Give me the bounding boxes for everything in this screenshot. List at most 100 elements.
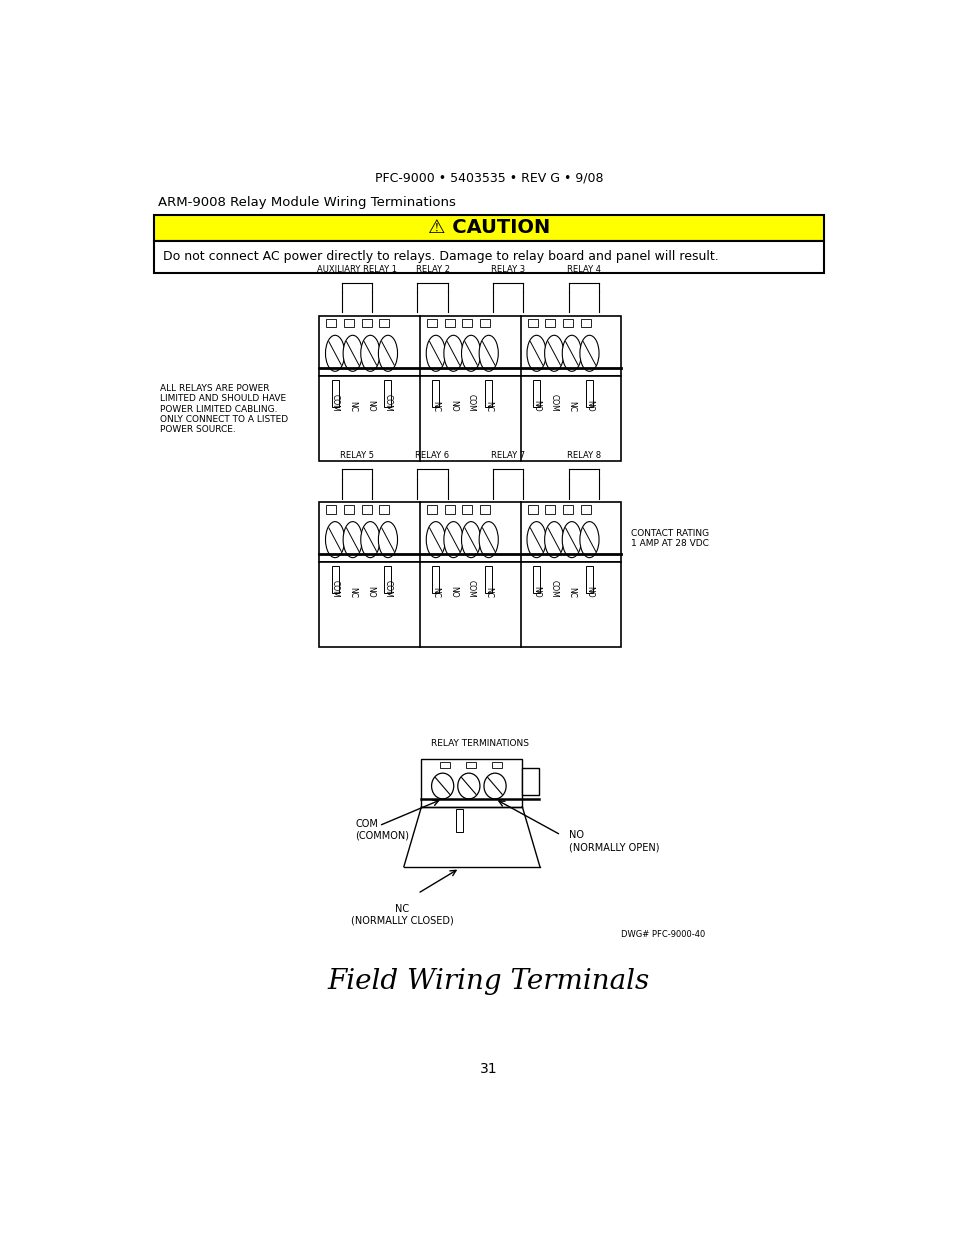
- Bar: [444, 319, 455, 327]
- Bar: [545, 319, 555, 327]
- Bar: [332, 566, 338, 593]
- Text: NC
(NORMALLY CLOSED): NC (NORMALLY CLOSED): [351, 904, 453, 925]
- Bar: [527, 505, 537, 514]
- Bar: [343, 505, 354, 514]
- Text: NC: NC: [484, 587, 493, 598]
- Text: AUXILIARY RELAY 1: AUXILIARY RELAY 1: [316, 264, 396, 274]
- Bar: [585, 379, 593, 406]
- Bar: [462, 319, 472, 327]
- Text: NO: NO: [365, 400, 375, 411]
- Text: COM: COM: [383, 580, 392, 598]
- Ellipse shape: [443, 335, 462, 372]
- Ellipse shape: [544, 521, 563, 558]
- Text: DWG# PFC-9000-40: DWG# PFC-9000-40: [620, 930, 705, 939]
- Ellipse shape: [343, 335, 362, 372]
- Text: NC: NC: [431, 587, 440, 598]
- Text: COM: COM: [466, 580, 476, 598]
- Bar: [343, 319, 354, 327]
- Ellipse shape: [343, 521, 362, 558]
- Bar: [456, 809, 463, 831]
- Bar: [154, 215, 822, 241]
- Bar: [378, 319, 389, 327]
- Bar: [465, 762, 476, 768]
- Ellipse shape: [526, 521, 545, 558]
- Text: RELAY 6: RELAY 6: [416, 451, 449, 461]
- Bar: [319, 503, 620, 562]
- Text: RELAY 5: RELAY 5: [339, 451, 374, 461]
- Text: NC: NC: [431, 400, 440, 411]
- Bar: [427, 319, 436, 327]
- Text: Do not connect AC power directly to relays. Damage to relay board and panel will: Do not connect AC power directly to rela…: [163, 251, 719, 263]
- Bar: [439, 762, 449, 768]
- Text: COM: COM: [549, 580, 558, 598]
- Text: COM: COM: [466, 394, 476, 411]
- Bar: [384, 566, 391, 593]
- Ellipse shape: [461, 335, 480, 372]
- Text: RELAY 3: RELAY 3: [491, 264, 524, 274]
- Ellipse shape: [360, 335, 379, 372]
- Bar: [361, 319, 372, 327]
- Ellipse shape: [579, 521, 598, 558]
- Bar: [432, 566, 439, 593]
- Text: ARM-9008 Relay Module Wiring Terminations: ARM-9008 Relay Module Wiring Termination…: [158, 196, 456, 209]
- Bar: [479, 505, 490, 514]
- Bar: [432, 379, 439, 406]
- Bar: [527, 319, 537, 327]
- Ellipse shape: [378, 521, 397, 558]
- Bar: [533, 566, 539, 593]
- Bar: [319, 377, 620, 461]
- Ellipse shape: [325, 521, 344, 558]
- Bar: [326, 505, 336, 514]
- Text: COM: COM: [331, 580, 339, 598]
- Text: RELAY 2: RELAY 2: [416, 264, 449, 274]
- Bar: [562, 505, 573, 514]
- Bar: [485, 566, 492, 593]
- Text: NO: NO: [532, 587, 540, 598]
- Bar: [580, 505, 590, 514]
- Bar: [462, 505, 472, 514]
- Ellipse shape: [483, 773, 506, 799]
- Bar: [580, 319, 590, 327]
- Text: NO
(NORMALLY OPEN): NO (NORMALLY OPEN): [568, 830, 659, 852]
- Text: COM: COM: [331, 394, 339, 411]
- Bar: [585, 566, 593, 593]
- Bar: [154, 241, 822, 273]
- Bar: [332, 379, 338, 406]
- Ellipse shape: [426, 521, 445, 558]
- Bar: [361, 505, 372, 514]
- Text: RELAY TERMINATIONS: RELAY TERMINATIONS: [430, 739, 528, 748]
- Text: RELAY 7: RELAY 7: [491, 451, 524, 461]
- Ellipse shape: [461, 521, 480, 558]
- Text: RELAY 8: RELAY 8: [566, 451, 600, 461]
- Ellipse shape: [478, 335, 497, 372]
- Bar: [378, 505, 389, 514]
- Text: NO: NO: [532, 400, 540, 411]
- Ellipse shape: [431, 773, 454, 799]
- Ellipse shape: [561, 521, 580, 558]
- Text: NO: NO: [449, 400, 457, 411]
- Ellipse shape: [561, 335, 580, 372]
- Text: COM: COM: [383, 394, 392, 411]
- Text: Field Wiring Terminals: Field Wiring Terminals: [328, 968, 649, 995]
- Ellipse shape: [360, 521, 379, 558]
- Bar: [533, 379, 539, 406]
- Ellipse shape: [325, 335, 344, 372]
- Bar: [384, 379, 391, 406]
- Bar: [427, 505, 436, 514]
- Text: NC: NC: [567, 400, 576, 411]
- Text: COM
(COMMON): COM (COMMON): [355, 819, 409, 841]
- Text: NO: NO: [365, 587, 375, 598]
- Text: NC: NC: [348, 400, 356, 411]
- Bar: [545, 505, 555, 514]
- Ellipse shape: [478, 521, 497, 558]
- Ellipse shape: [443, 521, 462, 558]
- Text: ALL RELAYS ARE POWER
LIMITED AND SHOULD HAVE
POWER LIMITED CABLING.
ONLY CONNECT: ALL RELAYS ARE POWER LIMITED AND SHOULD …: [159, 384, 288, 435]
- Bar: [319, 316, 620, 377]
- Text: COM: COM: [549, 394, 558, 411]
- Text: 31: 31: [479, 1062, 497, 1076]
- Text: CONTACT RATING
1 AMP AT 28 VDC: CONTACT RATING 1 AMP AT 28 VDC: [630, 529, 708, 548]
- Bar: [326, 319, 336, 327]
- Text: ⚠ CAUTION: ⚠ CAUTION: [427, 219, 550, 237]
- Text: NC: NC: [567, 587, 576, 598]
- Text: PFC-9000 • 5403535 • REV G • 9/08: PFC-9000 • 5403535 • REV G • 9/08: [375, 172, 602, 184]
